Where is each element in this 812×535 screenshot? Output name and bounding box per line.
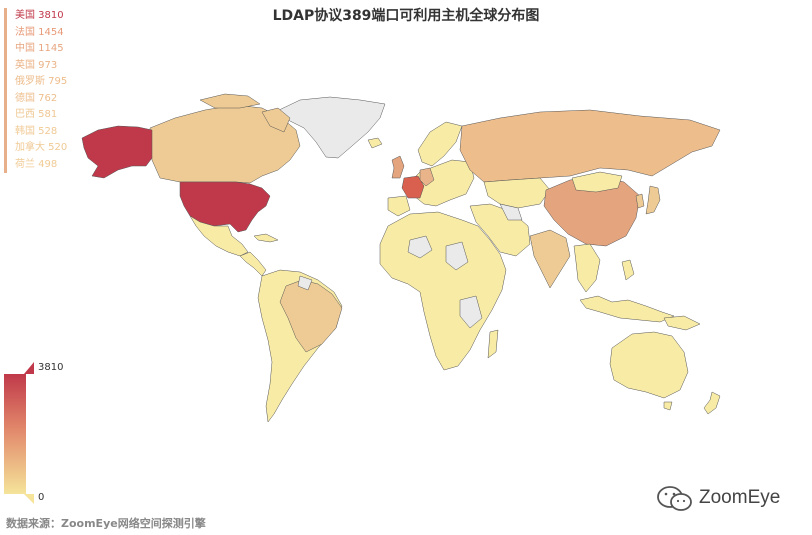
papua[interactable] xyxy=(663,315,701,331)
legend-item[interactable]: 法国 1454 xyxy=(15,26,64,38)
legend-item[interactable]: 荷兰 498 xyxy=(15,158,58,170)
legend-item[interactable]: 德国 762 xyxy=(15,92,58,104)
legend: 美国 3810 法国 1454 中国 1145 英国 973 俄罗斯 795 德国 762… xyxy=(4,8,107,173)
africa-nodata-2 xyxy=(445,241,469,271)
legend-item[interactable]: 韩国 528 xyxy=(15,125,58,137)
arctic-islands xyxy=(199,93,261,109)
greenland xyxy=(274,96,386,159)
scandinavia[interactable] xyxy=(417,121,463,167)
mongolia[interactable] xyxy=(571,171,623,193)
japan[interactable] xyxy=(645,185,661,215)
scale-max-handle[interactable] xyxy=(24,362,34,374)
india[interactable] xyxy=(529,229,571,289)
mexico[interactable] xyxy=(189,215,249,257)
southeast-asia[interactable] xyxy=(573,243,601,293)
brand-logo: ZoomEye xyxy=(655,485,805,515)
legend-item[interactable]: 中国 1145 xyxy=(15,43,64,54)
guiana xyxy=(297,275,313,291)
central-america[interactable] xyxy=(239,251,267,277)
central-asia[interactable] xyxy=(483,177,551,209)
legend-item[interactable]: 英国 973 xyxy=(15,59,58,71)
scale-min-label: 0 xyxy=(38,492,45,503)
africa[interactable] xyxy=(379,211,507,371)
legend-item[interactable]: 巴西 581 xyxy=(15,109,58,120)
brand-name: ZoomEye xyxy=(699,487,781,508)
philippines[interactable] xyxy=(621,259,635,281)
scale-max-label: 3810 xyxy=(38,362,64,373)
middle-east-nodata xyxy=(499,203,523,221)
data-source-caption: 数据来源：ZoomEye网络空间探测引擎 xyxy=(6,517,206,530)
iberia[interactable] xyxy=(387,195,411,217)
chart-title: LDAP协议389端口可利用主机全球分布图 xyxy=(272,8,540,24)
iceland[interactable] xyxy=(367,137,383,149)
alaska[interactable] xyxy=(81,125,153,179)
scale-gradient-bar[interactable] xyxy=(4,374,26,494)
legend-item[interactable]: 俄罗斯 795 xyxy=(15,76,68,87)
scale-min-handle[interactable] xyxy=(24,494,34,504)
russia[interactable] xyxy=(459,109,721,183)
germany[interactable] xyxy=(419,167,435,187)
africa-nodata-1 xyxy=(407,235,433,259)
usa[interactable] xyxy=(179,181,271,233)
wechat-icon xyxy=(657,486,692,511)
cuba[interactable] xyxy=(253,233,279,243)
france[interactable] xyxy=(401,175,425,199)
uk[interactable] xyxy=(391,155,405,179)
color-scale: 3810 0 xyxy=(4,362,64,504)
new-zealand[interactable] xyxy=(703,391,721,415)
brazil[interactable] xyxy=(279,279,343,353)
baffin-island xyxy=(261,107,291,133)
korea[interactable] xyxy=(635,193,645,209)
africa-nodata-3 xyxy=(459,295,483,329)
tasmania[interactable] xyxy=(663,401,673,411)
madagascar[interactable] xyxy=(487,329,499,359)
legend-item[interactable]: 加拿大 520 xyxy=(15,142,68,153)
australia[interactable] xyxy=(609,331,689,399)
legend-item[interactable]: 美国 3810 xyxy=(15,10,64,21)
indonesia[interactable] xyxy=(579,295,675,323)
